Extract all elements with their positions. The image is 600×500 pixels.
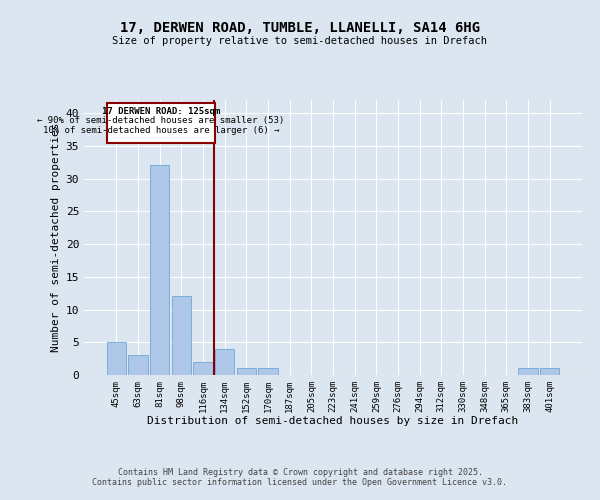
Bar: [150, 166, 169, 375]
Bar: [518, 368, 538, 375]
Text: 10% of semi-detached houses are larger (6) →: 10% of semi-detached houses are larger (…: [43, 126, 279, 136]
Text: Size of property relative to semi-detached houses in Drefach: Size of property relative to semi-detach…: [113, 36, 487, 46]
Bar: [258, 368, 278, 375]
Bar: [107, 342, 126, 375]
Text: 17, DERWEN ROAD, TUMBLE, LLANELLI, SA14 6HG: 17, DERWEN ROAD, TUMBLE, LLANELLI, SA14 …: [120, 20, 480, 34]
Text: Contains HM Land Registry data © Crown copyright and database right 2025.: Contains HM Land Registry data © Crown c…: [118, 468, 482, 477]
Bar: [215, 349, 235, 375]
Bar: [107, 104, 215, 142]
Bar: [172, 296, 191, 375]
Text: Contains public sector information licensed under the Open Government Licence v3: Contains public sector information licen…: [92, 478, 508, 487]
Text: 17 DERWEN ROAD: 125sqm: 17 DERWEN ROAD: 125sqm: [101, 106, 220, 116]
Bar: [193, 362, 213, 375]
Bar: [236, 368, 256, 375]
Y-axis label: Number of semi-detached properties: Number of semi-detached properties: [52, 122, 61, 352]
Text: ← 90% of semi-detached houses are smaller (53): ← 90% of semi-detached houses are smalle…: [37, 116, 284, 126]
Bar: [540, 368, 559, 375]
Bar: [128, 356, 148, 375]
X-axis label: Distribution of semi-detached houses by size in Drefach: Distribution of semi-detached houses by …: [148, 416, 518, 426]
